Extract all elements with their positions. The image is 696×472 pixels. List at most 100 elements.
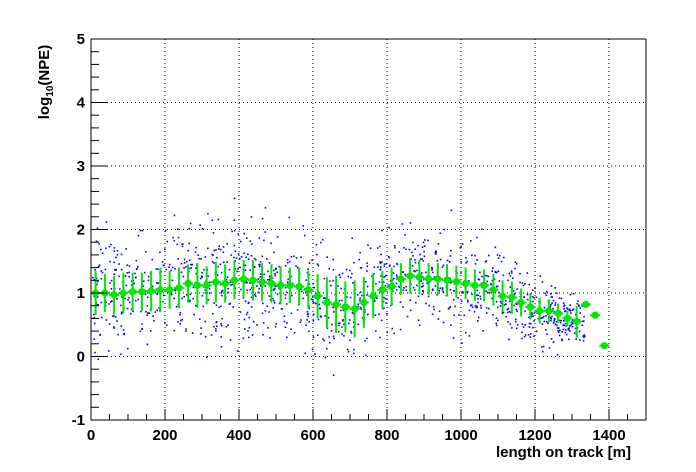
scatter-point	[439, 287, 442, 290]
scatter-point	[446, 259, 449, 262]
scatter-point	[222, 251, 225, 254]
scatter-point	[220, 290, 223, 293]
scatter-point	[307, 312, 309, 315]
scatter-point	[471, 254, 473, 257]
scatter-point	[290, 312, 293, 315]
x-axis-label: length on track [m]	[496, 444, 631, 461]
profile-point	[286, 281, 294, 289]
scatter-point	[524, 334, 527, 336]
scatter-point	[200, 258, 202, 260]
scatter-point	[398, 251, 401, 253]
scatter-point	[330, 284, 332, 287]
scatter-point	[466, 260, 469, 263]
scatter-point	[422, 289, 424, 292]
scatter-point	[404, 273, 407, 276]
scatter-point	[173, 329, 175, 332]
scatter-point	[272, 307, 275, 309]
scatter-point	[125, 284, 128, 287]
scatter-point	[482, 330, 484, 332]
scatter-point	[549, 293, 552, 295]
scatter-point	[185, 328, 187, 330]
scatter-point	[300, 290, 303, 293]
scatter-point	[257, 291, 260, 294]
scatter-point	[215, 330, 217, 332]
scatter-point	[261, 312, 264, 315]
scatter-point	[258, 287, 261, 290]
scatter-point	[562, 324, 564, 326]
scatter-point	[506, 311, 509, 314]
scatter-point	[273, 251, 275, 254]
scatter-point	[556, 353, 559, 356]
scatter-point	[142, 280, 145, 283]
scatter-point	[332, 374, 335, 377]
axes	[90, 38, 647, 421]
scatter-point	[119, 353, 122, 355]
scatter-point	[183, 262, 186, 264]
scatter-point	[323, 339, 326, 342]
scatter-point	[396, 263, 399, 266]
scatter-point	[154, 311, 157, 313]
scatter-point	[124, 275, 127, 277]
scatter-point	[308, 330, 310, 333]
profile-point	[193, 281, 201, 289]
scatter-point	[531, 295, 534, 298]
scatter-point	[286, 336, 288, 339]
scatter-point	[479, 298, 482, 300]
scatter-point	[220, 305, 222, 308]
scatter-point	[356, 293, 359, 296]
scatter-point	[96, 296, 99, 298]
profile-point	[249, 276, 257, 284]
scatter-point	[581, 324, 584, 327]
scatter-point	[284, 265, 287, 267]
scatter-point	[228, 268, 231, 271]
scatter-point	[246, 289, 249, 291]
scatter-point	[304, 352, 307, 355]
scatter-point	[443, 228, 446, 231]
scatter-point	[423, 250, 425, 253]
scatter-point	[505, 315, 507, 318]
scatter-point	[499, 305, 502, 307]
scatter-point	[384, 284, 387, 287]
scatter-point	[163, 321, 166, 324]
scatter-point	[151, 285, 154, 288]
scatter-point	[230, 254, 233, 256]
y-tick-label: 3	[77, 158, 85, 175]
scatter-point	[332, 268, 335, 271]
scatter-point	[507, 321, 509, 323]
scatter-point	[324, 297, 326, 299]
scatter-point	[165, 324, 168, 327]
profile-point	[378, 286, 386, 294]
scatter-point	[177, 321, 179, 323]
scatter-point	[146, 314, 148, 317]
scatter-point	[137, 298, 139, 301]
scatter-point	[322, 338, 324, 340]
scatter-point	[313, 286, 315, 289]
scatter-point	[495, 285, 498, 288]
scatter-point	[480, 307, 483, 309]
scatter-point	[268, 262, 271, 264]
scatter-point	[105, 319, 108, 321]
scatter-point	[152, 315, 154, 317]
scatter-point	[194, 251, 197, 253]
scatter-point	[126, 347, 129, 350]
scatter-point	[409, 309, 412, 312]
scatter-point	[312, 336, 315, 338]
scatter-point	[539, 275, 542, 277]
scatter-point	[464, 331, 467, 334]
scatter-point	[126, 264, 128, 266]
scatter-point	[186, 260, 188, 263]
scatter-point	[217, 218, 220, 221]
scatter-point	[562, 320, 565, 322]
scatter-point	[366, 265, 369, 268]
scatter-point	[431, 313, 434, 316]
scatter-point	[180, 319, 182, 322]
scatter-point	[475, 306, 478, 309]
scatter-point	[283, 315, 286, 318]
scatter-point	[487, 291, 489, 294]
scatter-point	[338, 299, 341, 302]
scatter-point	[263, 273, 265, 276]
scatter-point	[561, 339, 563, 342]
scatter-point	[502, 256, 505, 259]
scatter-point	[541, 281, 544, 283]
scatter-point	[411, 265, 414, 267]
